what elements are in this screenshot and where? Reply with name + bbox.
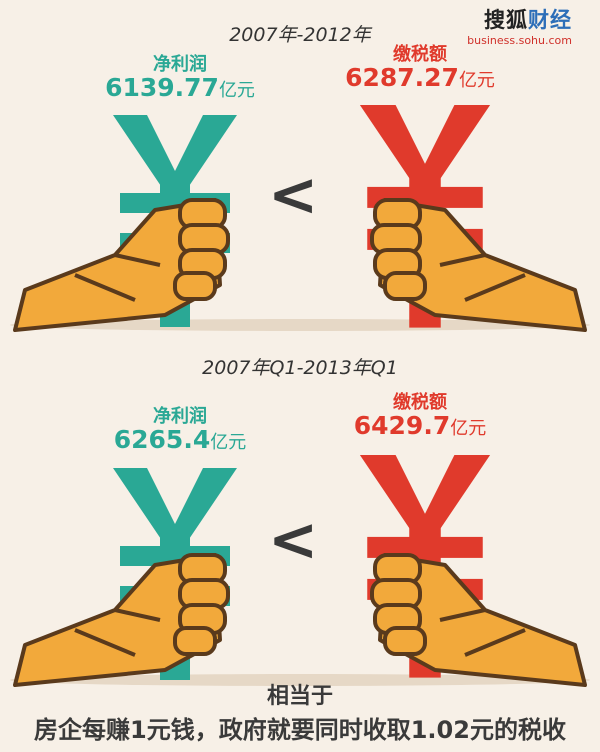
tax-label: 缴税额: [393, 392, 447, 413]
tax-value: 6287.27亿元: [345, 63, 495, 92]
hand-right-icon: [370, 553, 587, 687]
less-than-sign: <: [268, 505, 319, 575]
profit-value: 6139.77亿元: [105, 73, 255, 102]
period-title: 2007年-2012年: [229, 24, 371, 46]
ground-shadow: [10, 319, 590, 331]
profit-value: 6265.4亿元: [113, 425, 247, 454]
hand-left-icon: [13, 553, 230, 687]
less-than-sign: <: [268, 160, 319, 230]
tax-value: 6429.7亿元: [353, 411, 487, 440]
profit-label: 净利润: [153, 406, 207, 427]
hand-left-icon: [13, 198, 230, 332]
tax-label: 缴税额: [393, 44, 447, 65]
sohu-logo: 搜狐财经 business.sohu.com: [467, 4, 572, 47]
hand-right-icon: [370, 198, 587, 332]
conclusion-text: 房企每赚1元钱，政府就要同时收取1.02元的税收: [34, 716, 566, 744]
conclusion-heading: 相当于: [266, 684, 333, 709]
brand-name-2: 财经: [528, 8, 572, 32]
brand-url: business.sohu.com: [467, 34, 572, 47]
period-title: 2007年Q1-2013年Q1: [202, 357, 398, 379]
ground-shadow: [10, 674, 590, 686]
profit-label: 净利润: [153, 54, 207, 75]
brand-name-1: 搜狐: [484, 8, 528, 32]
